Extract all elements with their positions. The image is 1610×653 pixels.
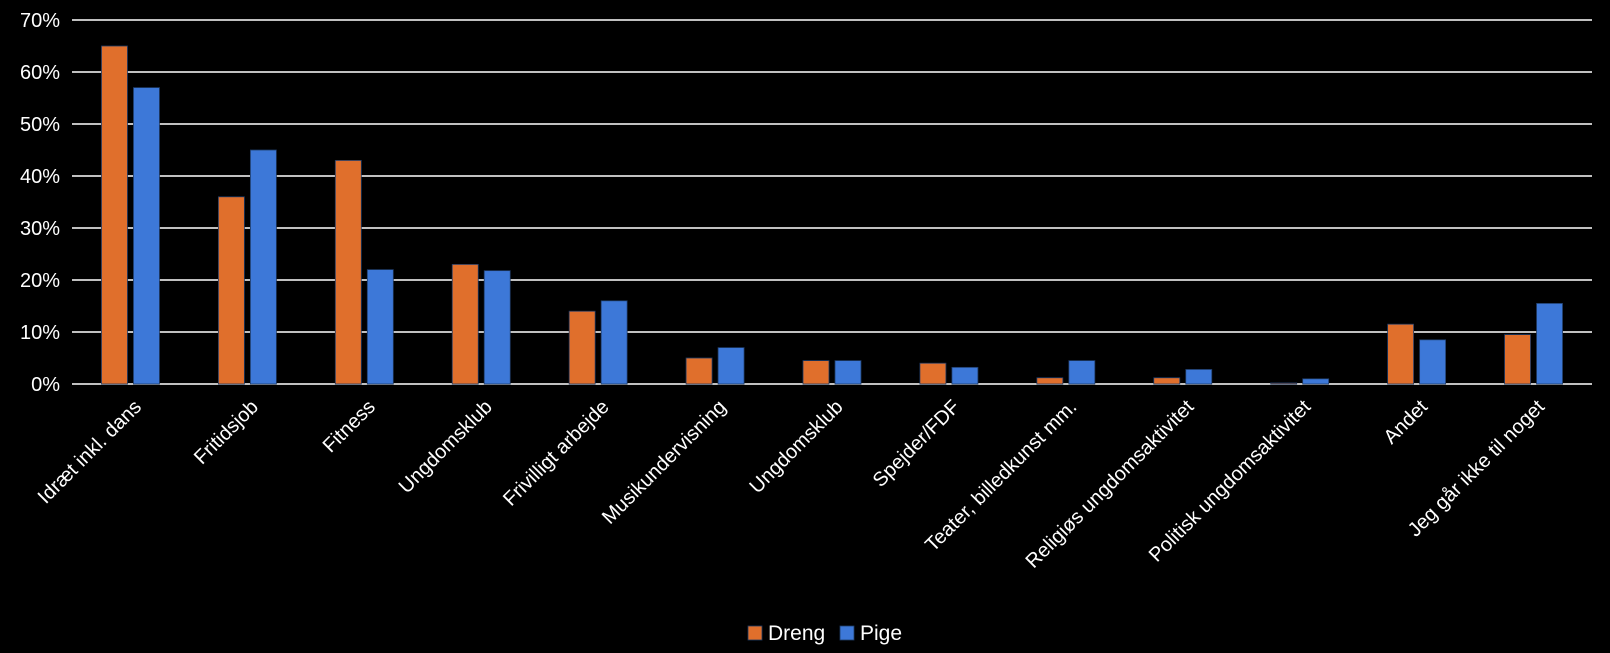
bar-dreng-5 — [685, 357, 713, 385]
bar-dreng-10 — [1270, 382, 1298, 385]
x-category-label: Fitness — [319, 396, 380, 457]
legend: Dreng Pige — [747, 622, 902, 645]
x-category-label: Idræt inkl. dans — [34, 396, 146, 508]
legend-label-pige: Pige — [860, 622, 902, 645]
bar-dreng-6 — [802, 360, 830, 385]
x-category-label: Andet — [1380, 396, 1433, 449]
bar-pige-3 — [483, 270, 511, 385]
bar-dreng-8 — [1036, 377, 1064, 385]
gridlines — [72, 19, 1592, 385]
bar-dreng-0 — [101, 45, 128, 385]
y-tick-label: 40% — [20, 166, 60, 188]
x-category-label: Fritidsjob — [190, 396, 263, 469]
y-tick-label: 30% — [20, 218, 60, 240]
bar-pige-6 — [834, 360, 862, 385]
x-category-label: Ungdomsklub — [746, 396, 848, 498]
bar-dreng-12 — [1504, 334, 1531, 385]
x-category-label: Frivilligt arbejde — [499, 396, 614, 511]
bar-dreng-9 — [1153, 377, 1181, 385]
bars — [101, 45, 1563, 385]
bar-dreng-4 — [568, 310, 596, 385]
y-axis: 0% 10% 20% 30% 40% 50% 60% 70% — [20, 10, 60, 396]
y-tick-label: 60% — [20, 62, 60, 84]
x-category-label: Musikundervisning — [598, 396, 731, 529]
bar-dreng-7 — [919, 362, 947, 385]
bar-pige-5 — [717, 347, 745, 385]
bar-dreng-2 — [334, 159, 362, 385]
bar-pige-0 — [133, 87, 160, 385]
bar-dreng-11 — [1387, 323, 1415, 385]
x-axis: Idræt inkl. dans Fritidsjob Fitness Ungdoms… — [34, 396, 1550, 573]
bar-pige-11 — [1419, 339, 1447, 385]
y-tick-label: 50% — [20, 114, 60, 136]
y-tick-label: 70% — [20, 10, 60, 32]
x-category-label: Ungdomsklub — [395, 396, 497, 498]
y-tick-label: 10% — [20, 322, 60, 344]
bar-dreng-3 — [451, 263, 479, 385]
bar-pige-2 — [366, 269, 394, 385]
bar-pige-1 — [249, 149, 277, 385]
bar-pige-7 — [951, 366, 979, 385]
bar-pige-4 — [600, 300, 628, 385]
x-category-label: Spejder/FDF — [869, 396, 965, 492]
legend-swatch-pige — [839, 625, 855, 641]
bar-pige-9 — [1185, 369, 1213, 385]
bar-dreng-1 — [217, 196, 245, 385]
bar-pige-8 — [1068, 360, 1096, 385]
legend-swatch-dreng — [747, 625, 763, 641]
y-tick-label: 20% — [20, 270, 60, 292]
bar-pige-12 — [1536, 302, 1563, 385]
y-tick-label: 0% — [31, 374, 60, 396]
legend-label-dreng: Dreng — [768, 622, 825, 645]
bar-pige-10 — [1302, 378, 1330, 385]
